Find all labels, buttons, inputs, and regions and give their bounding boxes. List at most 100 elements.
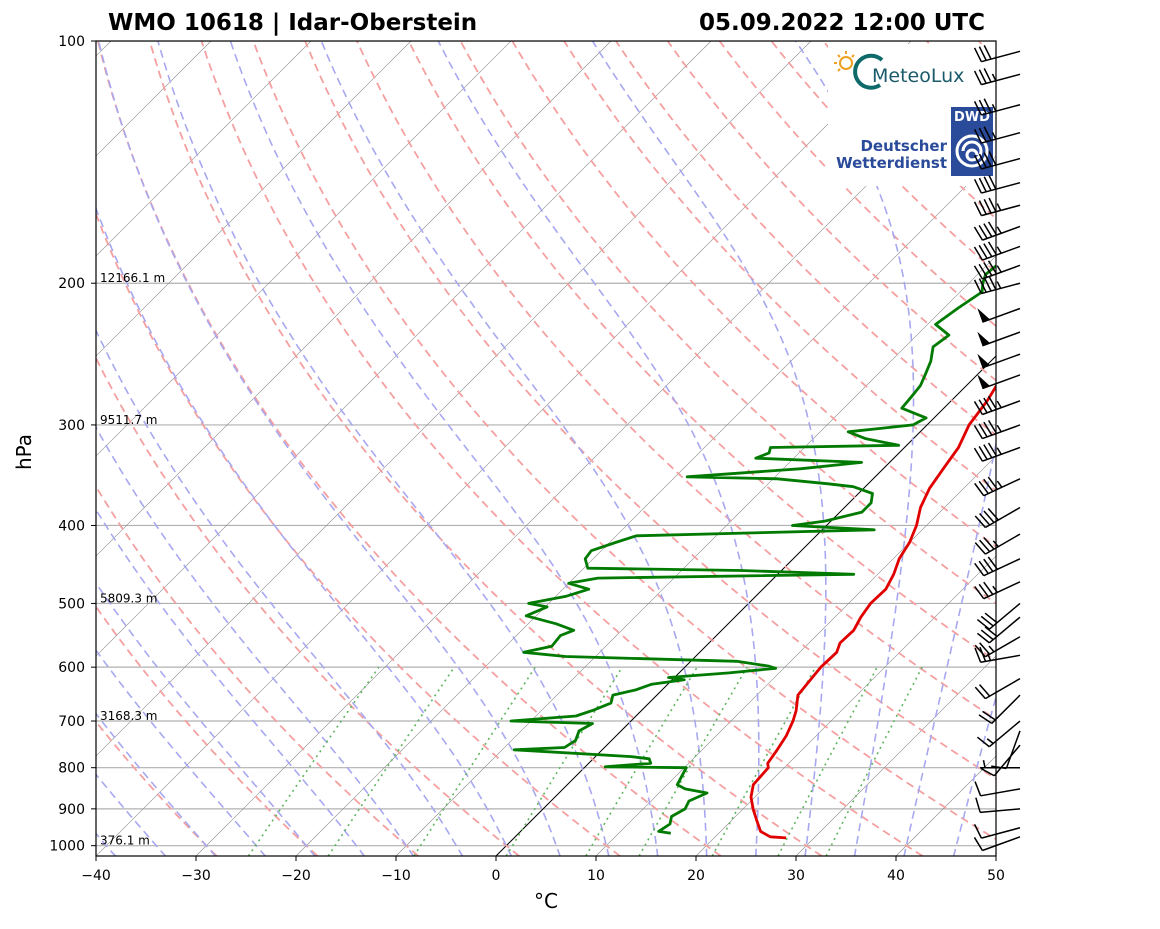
moist-adiabat-line xyxy=(99,41,561,857)
wind-barb xyxy=(975,637,1020,657)
y-tick-label: 400 xyxy=(58,518,85,534)
wind-barb-shaft xyxy=(981,789,1020,796)
wind-barb xyxy=(975,679,1020,699)
wind-barb xyxy=(975,557,1020,576)
wind-barb xyxy=(977,332,1020,346)
dry-adiabat-line xyxy=(0,41,519,856)
wind-barb xyxy=(975,782,1020,796)
height-label: 3168.3 m xyxy=(100,709,158,723)
wind-barb-full xyxy=(975,824,982,838)
wind-barb-half xyxy=(997,266,1001,273)
wind-barb-pennant xyxy=(977,308,990,322)
x-axis-label: °C xyxy=(534,889,558,913)
x-tick-label: −30 xyxy=(181,868,211,884)
mixing-ratio-line xyxy=(778,667,877,856)
chart-title-right: 05.09.2022 12:00 UTC xyxy=(699,10,985,36)
isotherm-line xyxy=(0,41,11,856)
wind-barb-full xyxy=(974,837,982,850)
wind-barb-shaft xyxy=(982,332,1020,346)
wind-barb xyxy=(974,396,1020,414)
dry-adiabat-line xyxy=(1030,41,1160,856)
moist-adiabat-line xyxy=(0,41,365,857)
wind-barb-half xyxy=(987,739,993,744)
wind-barb xyxy=(975,582,1020,599)
wind-barb xyxy=(975,198,1020,216)
wind-barb-half xyxy=(997,401,1001,408)
isotherm-line xyxy=(0,41,711,856)
wind-barb xyxy=(974,242,1020,260)
y-axis-label: hPa xyxy=(12,434,36,470)
x-tick-label: 50 xyxy=(987,868,1005,884)
dry-adiabat-line xyxy=(1082,41,1160,856)
y-tick-label: 200 xyxy=(58,276,85,292)
wind-barb xyxy=(974,420,1020,438)
x-tick-label: 20 xyxy=(687,868,705,884)
wind-barb-shaft xyxy=(989,603,1020,629)
wind-barb xyxy=(974,222,1020,240)
mixing-ratio-line xyxy=(414,667,535,856)
dwd-text-line1: Deutscher xyxy=(860,137,947,155)
moist-adiabat-line xyxy=(158,41,609,857)
wind-barb-half xyxy=(997,204,1000,211)
wind-barb xyxy=(974,837,1020,851)
y-tick-label: 900 xyxy=(58,802,85,818)
isotherm-line xyxy=(0,41,811,856)
wind-barb-half xyxy=(997,425,1001,432)
dry-adiabat-line xyxy=(98,41,721,856)
mixing-ratio-line xyxy=(586,667,697,856)
height-label: 9511.7 m xyxy=(100,413,158,427)
wind-barb-shaft xyxy=(982,246,1020,260)
x-tick-label: 10 xyxy=(587,868,605,884)
y-tick-label: 500 xyxy=(58,596,85,612)
wind-barb-half xyxy=(997,282,1000,289)
isotherm-line xyxy=(0,41,611,856)
mixing-ratio-line xyxy=(639,667,747,856)
y-tick-label: 800 xyxy=(58,761,85,777)
wind-barb xyxy=(976,798,1020,813)
y-tick-label: 300 xyxy=(58,418,85,434)
dry-adiabat-line xyxy=(0,41,317,856)
wind-barb xyxy=(977,603,1020,629)
moist-adiabat-line xyxy=(438,41,759,857)
dry-adiabat-line xyxy=(0,41,418,856)
wind-barb xyxy=(977,354,1020,368)
wind-barb xyxy=(975,477,1020,496)
wind-barb-half xyxy=(989,646,994,652)
wind-barb xyxy=(980,760,1020,768)
x-tick-label: −10 xyxy=(381,868,411,884)
wind-barb xyxy=(974,261,1020,279)
y-tick-label: 100 xyxy=(58,34,85,50)
chart-title-left: WMO 10618 | Idar-Oberstein xyxy=(108,10,477,36)
wind-barb xyxy=(974,443,1020,461)
y-tick-label: 1000 xyxy=(49,839,85,855)
mixing-ratio-line xyxy=(712,667,815,856)
wind-barb xyxy=(975,824,1020,838)
mixing-ratio-line xyxy=(248,667,378,856)
wind-barb-half xyxy=(997,247,1001,254)
wind-barb-shaft xyxy=(1006,731,1020,769)
moist-adiabat-line xyxy=(0,41,414,857)
y-tick-label: 600 xyxy=(58,660,85,676)
wind-barb-pennant xyxy=(977,375,990,389)
x-tick-label: 30 xyxy=(787,868,805,884)
moist-adiabat-line xyxy=(0,41,266,857)
wind-barb xyxy=(977,375,1020,389)
wind-barb xyxy=(977,308,1020,322)
wind-barb xyxy=(981,745,1020,776)
wind-barb-half xyxy=(997,481,1002,487)
wind-barb-pennant xyxy=(977,354,990,368)
moist-adiabat-line xyxy=(593,41,826,857)
dry-adiabat-line xyxy=(461,41,1160,856)
wind-barb xyxy=(977,721,1020,747)
wind-barb-half xyxy=(993,586,998,592)
wind-barb xyxy=(979,695,1020,723)
x-tick-label: 40 xyxy=(887,868,905,884)
wind-barb xyxy=(975,534,1020,554)
wind-barb-shaft xyxy=(994,745,1020,776)
wind-barb-shaft xyxy=(982,309,1020,323)
wind-barb-half xyxy=(997,227,1001,234)
moist-adiabat-line xyxy=(0,41,315,857)
x-tick-label: −40 xyxy=(81,868,111,884)
